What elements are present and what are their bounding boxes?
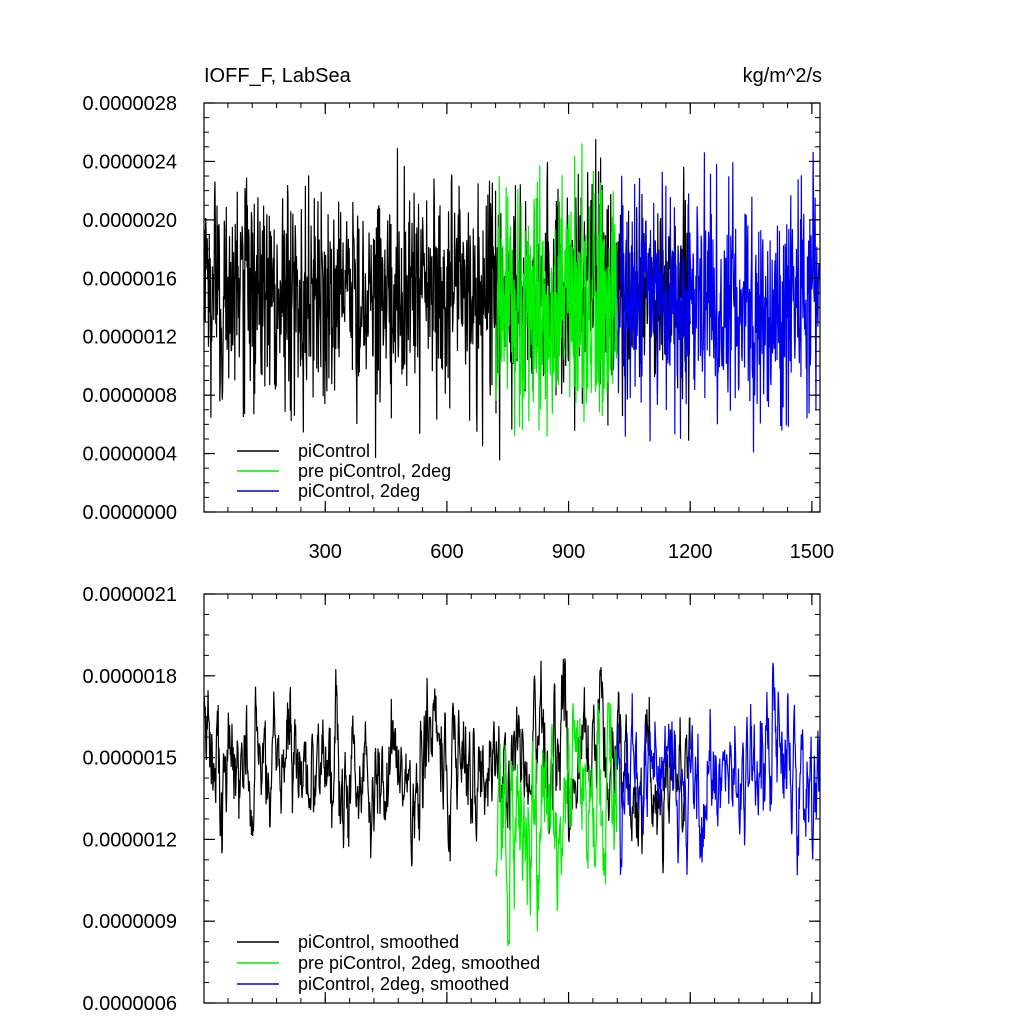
legend-entry: piControl, 2deg: [298, 481, 420, 501]
top-x-axis: 300 600 900 1200 1500: [227, 103, 835, 563]
y-tick-label: 0.0000008: [82, 385, 177, 407]
series-line-2: [494, 143, 618, 437]
bottom-y-axis: 0.0000006 0.0000009 0.0000012 0.0000015 0.00…: [82, 584, 820, 1015]
series-line-3: [616, 662, 821, 876]
y-tick-label: 0.0000006: [82, 993, 177, 1015]
x-tick-label: 1500: [790, 541, 835, 563]
top-panel: IOFF_F, LabSea kg/m^2/s 0.00000000.00000…: [82, 65, 834, 563]
y-tick-label: 0.0000012: [82, 829, 177, 851]
x-tick-label: 600: [430, 541, 463, 563]
bottom-series-group: [203, 658, 821, 947]
y-tick-label: 0.0000015: [82, 748, 177, 770]
series-line-2: [495, 702, 618, 947]
y-tick-label: 0.0000009: [82, 911, 177, 933]
legend-entry: piControl, 2deg, smoothed: [298, 974, 509, 994]
x-tick-label: 900: [552, 541, 585, 563]
top-series-group: [203, 139, 821, 461]
bottom-plot-frame: [203, 593, 821, 1004]
y-tick-label: 0.0000000: [82, 502, 177, 524]
y-tick-label: 0.0000012: [82, 327, 177, 349]
y-tick-label: 0.0000028: [82, 93, 177, 115]
series-line-1: [203, 658, 691, 874]
y-tick-label: 0.0000021: [82, 584, 177, 606]
y-tick-label: 0.0000004: [82, 444, 177, 466]
top-y-axis: 0.0000000 0.0000004 0.0000008 0.0000012 0.00…: [82, 93, 820, 524]
chart-title: IOFF_F, LabSea: [204, 65, 352, 87]
legend-entry: piControl: [298, 441, 370, 461]
series-line-3: [616, 151, 821, 453]
legend-entry: pre piControl, 2deg: [298, 461, 451, 481]
bottom-panel: 0.0000006 0.0000009 0.0000012 0.0000015 0.00…: [82, 584, 821, 1015]
x-tick-label: 300: [309, 541, 342, 563]
bottom-x-axis: [227, 594, 813, 1003]
legend-entry: piControl, smoothed: [298, 932, 459, 952]
y-tick-label: 0.0000020: [82, 210, 177, 232]
x-tick-label: 1200: [668, 541, 713, 563]
y-tick-label: 0.0000024: [82, 151, 177, 173]
chart-units: kg/m^2/s: [743, 65, 822, 87]
legend-entry: pre piControl, 2deg, smoothed: [298, 953, 540, 973]
y-tick-label: 0.0000018: [82, 666, 177, 688]
y-tick-label: 0.0000016: [82, 268, 177, 290]
